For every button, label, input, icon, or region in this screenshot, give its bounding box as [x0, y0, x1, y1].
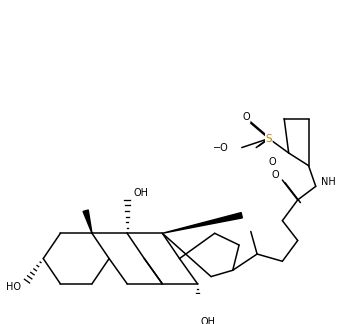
Text: O: O: [268, 157, 276, 167]
Text: NH: NH: [321, 177, 336, 187]
Polygon shape: [83, 210, 92, 233]
Text: O: O: [271, 170, 279, 179]
Text: OH: OH: [200, 317, 215, 324]
Text: OH: OH: [133, 188, 148, 198]
Text: HO: HO: [6, 283, 21, 293]
Text: −O: −O: [213, 144, 229, 154]
Text: O: O: [242, 112, 250, 122]
Polygon shape: [162, 213, 242, 233]
Text: S: S: [265, 133, 272, 144]
